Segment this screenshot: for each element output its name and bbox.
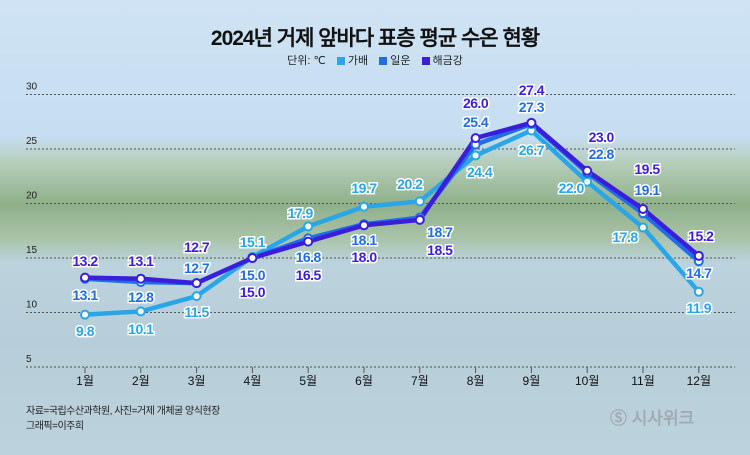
x-tick-label: 11월 (631, 374, 655, 388)
legend-swatch-ilun (379, 57, 388, 65)
legend-label-gabae: 가배 (347, 55, 369, 67)
series-line-2 (84, 120, 701, 286)
x-tick-label: 7월 (411, 374, 429, 388)
data-label: 22.0 (559, 180, 585, 196)
data-label: 25.4 (463, 114, 489, 130)
data-label: 27.4 (519, 82, 545, 98)
series-line-0 (84, 128, 701, 317)
data-point (414, 214, 425, 225)
data-label: 12.7 (184, 260, 210, 276)
data-point (526, 117, 537, 128)
logo: Ⓢ 시사위크 (610, 409, 695, 428)
data-point (582, 165, 593, 176)
data-point (80, 272, 90, 283)
data-point (247, 253, 258, 263)
data-point (135, 306, 146, 317)
data-label: 23.0 (589, 129, 615, 145)
unit-label: 단위: ℃ (287, 55, 326, 67)
data-point (80, 309, 90, 320)
data-point (638, 222, 648, 233)
data-label: 9.8 (76, 323, 95, 339)
legend: 단위: ℃ 가배 일운 해금강 (0, 52, 750, 68)
data-label: 13.2 (72, 253, 98, 269)
data-label: 26.0 (463, 95, 489, 111)
data-point (470, 150, 481, 161)
data-label: 24.4 (467, 164, 493, 180)
data-label: 16.5 (296, 267, 322, 283)
data-label: 11.9 (687, 300, 712, 316)
data-point (414, 196, 425, 207)
y-tick-label: 25 (26, 136, 38, 147)
data-point (303, 236, 314, 247)
logo-text: 시사위크 (631, 409, 695, 428)
data-label: 15.2 (688, 228, 714, 244)
x-tick-label: 8월 (467, 374, 485, 388)
data-label: 19.7 (351, 180, 377, 196)
data-label: 27.3 (519, 99, 545, 115)
data-label: 11.5 (184, 304, 209, 320)
data-point (191, 291, 202, 302)
x-tick-label: 12월 (687, 374, 711, 388)
data-point (303, 221, 314, 232)
data-label: 15.1 (240, 234, 266, 250)
legend-swatch-haegeumgang (421, 57, 430, 65)
y-tick-label: 20 (26, 191, 38, 202)
data-label: 19.1 (634, 182, 660, 198)
data-label: 22.8 (589, 146, 615, 162)
data-label: 19.5 (634, 161, 660, 177)
data-label: 12.8 (128, 289, 154, 305)
x-tick-label: 4월 (244, 374, 262, 388)
source-text: 자료=국립수산과학원, 사진=거제 개체굴 양식현장 (26, 406, 220, 417)
data-label: 17.8 (612, 229, 638, 245)
data-point (135, 273, 146, 284)
x-tick-label: 10월 (575, 374, 599, 388)
data-label: 26.7 (519, 142, 545, 158)
data-label: 12.7 (184, 239, 210, 255)
y-tick-label: 30 (26, 82, 38, 93)
credit-text: 그래픽=이주희 (26, 421, 84, 432)
data-label: 17.9 (288, 205, 314, 221)
data-point (470, 133, 481, 144)
x-tick-label: 3월 (188, 374, 206, 388)
x-tick-label: 6월 (355, 374, 373, 388)
data-label: 14.7 (686, 265, 712, 281)
data-label: 18.7 (427, 224, 453, 240)
data-point (693, 250, 704, 261)
data-label: 16.8 (296, 249, 322, 265)
legend-label-haegeumgang: 해금강 (432, 55, 463, 67)
footer: 자료=국립수산과학원, 사진=거제 개체굴 양식현장 그래픽=이주희 (26, 404, 220, 434)
y-tick-label: 5 (26, 354, 32, 365)
data-point (359, 201, 369, 212)
x-tick-label: 5월 (299, 374, 317, 388)
x-tick-label: 9월 (523, 374, 541, 388)
y-tick-label: 10 (26, 300, 38, 311)
data-label: 13.1 (72, 287, 98, 303)
data-point (359, 220, 369, 231)
data-point (191, 278, 202, 289)
legend-label-ilun: 일운 (390, 55, 411, 67)
data-label: 10.1 (128, 321, 154, 337)
data-label: 18.1 (351, 232, 377, 248)
x-tick-label: 2월 (132, 374, 150, 388)
data-label: 15.0 (240, 267, 266, 283)
data-point (582, 176, 593, 187)
data-point (638, 203, 648, 214)
chart-title: 2024년 거제 앞바다 표층 평균 수온 현황 (210, 27, 540, 50)
y-tick-label: 15 (26, 245, 38, 256)
x-tick-label: 1월 (76, 374, 94, 388)
data-point (693, 286, 704, 297)
data-label: 20.2 (397, 176, 423, 192)
data-label: 18.0 (351, 249, 377, 265)
data-label: 15.0 (240, 284, 266, 300)
data-label: 18.5 (427, 242, 453, 258)
legend-swatch-gabae (336, 57, 345, 65)
data-label: 13.1 (128, 253, 154, 269)
